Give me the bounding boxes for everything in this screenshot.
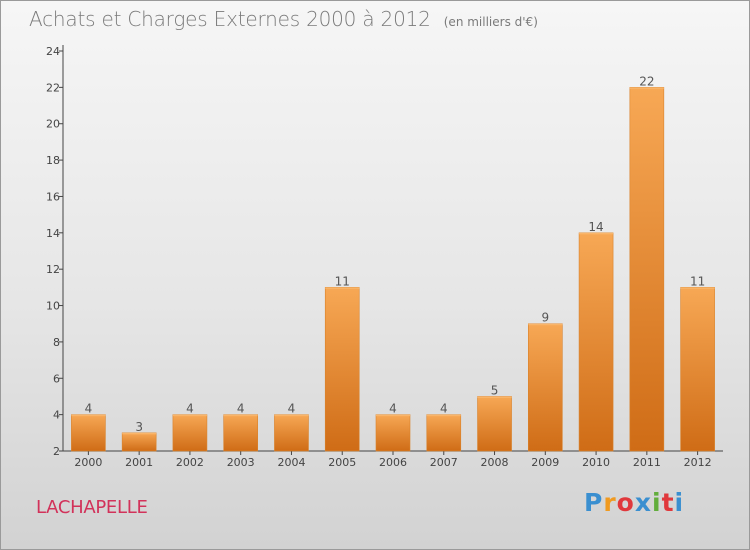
bars (71, 87, 715, 452)
bar (324, 287, 360, 452)
x-tick-label: 2005 (328, 456, 356, 469)
x-tick-label: 2012 (684, 456, 712, 469)
y-tick-label: 10 (46, 300, 60, 313)
data-label: 4 (85, 402, 93, 416)
y-tick-label: 4 (53, 409, 60, 422)
bar (223, 414, 258, 452)
data-label: 4 (186, 402, 194, 416)
y-tick-label: 20 (46, 118, 60, 131)
bar (528, 323, 563, 452)
brand-logo: Proxiti (584, 488, 684, 517)
y-tick-label: 18 (46, 154, 60, 167)
y-tick-label: 2 (53, 445, 60, 458)
x-tick-label: 2010 (582, 456, 610, 469)
bar-top-highlight (528, 323, 563, 326)
x-tick-label: 2002 (176, 456, 204, 469)
y-tick-label: 8 (53, 336, 60, 349)
bar (121, 432, 157, 452)
x-tick-label: 2003 (227, 456, 255, 469)
data-label: 4 (288, 402, 296, 416)
brand-logo-letter: t (661, 488, 675, 517)
data-label: 5 (491, 383, 499, 397)
brand-logo-letter: o (616, 488, 635, 517)
x-tick-label: 2006 (379, 456, 407, 469)
bar (426, 414, 462, 452)
bar-top-highlight (172, 414, 207, 417)
bar-top-highlight (71, 414, 106, 417)
bar (274, 414, 309, 452)
x-tick-label: 2001 (125, 456, 153, 469)
bar (680, 287, 715, 452)
bar-top-highlight (629, 87, 664, 89)
brand-logo-letter: P (584, 488, 604, 517)
chart-unit-note: (en milliers d'€) (443, 15, 538, 29)
bar-top-highlight (325, 287, 360, 289)
bar (578, 232, 614, 452)
y-tick-label: 12 (46, 263, 60, 276)
brand-logo-letter: r (603, 488, 617, 517)
chart-title: Achats et Charges Externes 2000 à 2012 (29, 7, 431, 31)
data-label: 4 (389, 402, 397, 416)
x-tick-label: 2004 (277, 456, 305, 469)
bar-top-highlight (477, 396, 512, 398)
brand-logo-letter: i (652, 488, 662, 517)
y-tick-label: 6 (53, 372, 60, 385)
data-label: 14 (588, 220, 603, 234)
x-axis: 2000 2001 2002 2003 2004 2005 2006 2007 2008 2009… (63, 450, 723, 469)
bar-top-highlight (426, 414, 461, 417)
bar-top-highlight (274, 414, 309, 417)
place-name: LACHAPELLE (36, 497, 148, 518)
bar (477, 396, 512, 452)
brand-logo-letter: i (674, 488, 685, 517)
bar (629, 87, 665, 452)
bar (375, 414, 411, 452)
data-label: 4 (237, 402, 245, 416)
bar (172, 414, 208, 452)
y-tick-label: 14 (46, 227, 60, 240)
bar (71, 414, 106, 452)
data-label: 11 (335, 274, 350, 288)
data-label: 3 (135, 420, 143, 434)
title-row: Achats et Charges Externes 2000 à 2012 (… (29, 7, 538, 31)
x-tick-label: 2000 (74, 456, 102, 469)
x-tick-label: 2007 (430, 456, 458, 469)
y-tick-label: 24 (46, 45, 60, 58)
y-tick-label: 16 (46, 190, 60, 203)
bar-top-highlight (223, 414, 258, 417)
data-labels: 4 3 4 4 4 11 4 4 5 9 14 22 11 (85, 74, 706, 433)
x-tick-label: 2008 (481, 456, 509, 469)
x-tick-label: 2009 (531, 456, 559, 469)
brand-logo-letter: x (634, 488, 652, 517)
bar-top-highlight (579, 232, 614, 235)
bar-top-highlight (122, 432, 157, 435)
x-tick-label: 2011 (633, 456, 661, 469)
bar-top-highlight (376, 414, 410, 417)
y-tick-label: 22 (46, 81, 60, 94)
data-label: 11 (690, 274, 705, 288)
data-label: 4 (440, 402, 448, 416)
data-label: 9 (541, 311, 549, 325)
data-label: 22 (639, 74, 654, 88)
bar-top-highlight (680, 287, 715, 289)
